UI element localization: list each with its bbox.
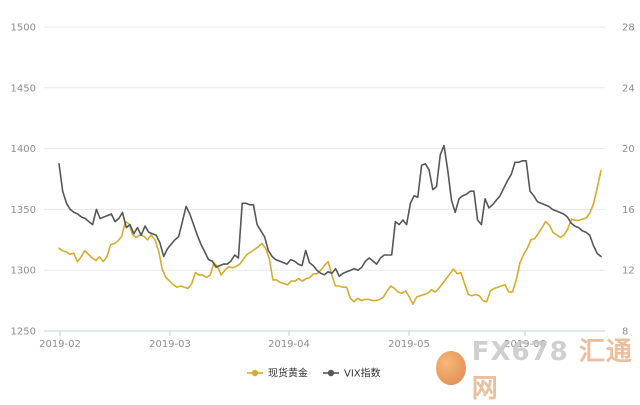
right-tick-label: 24 [622,83,635,94]
left-tick-label: 1300 [11,266,36,277]
series-lines [58,144,602,306]
watermark-text: FX678 汇通网 [472,331,636,405]
legend-label: VIX指数 [344,367,381,380]
x-tick-label: 2019-06 [504,339,546,350]
series-line-0 [58,169,602,306]
x-tick-label: 2019-02 [39,339,81,350]
x-tick-label: 2019-05 [388,339,430,350]
left-tick-label: 1250 [11,327,36,338]
legend: 现货黄金 VIX指数 [247,367,381,380]
right-tick-label: 16 [622,205,635,216]
right-tick-label: 12 [622,266,635,277]
right-tick-label: 8 [622,327,628,338]
right-axis-ticks: 28 24 20 16 12 8 [622,23,635,338]
right-tick-label: 20 [622,144,635,155]
left-tick-label: 1350 [11,205,36,216]
left-tick-label: 1400 [11,144,36,155]
left-tick-label: 1450 [11,83,36,94]
x-axis: 2019-02 2019-03 2019-04 2019-05 2019-06 [39,330,605,350]
legend-label: 现货黄金 [268,367,308,380]
fx678-watermark: FX678 汇通网 [436,337,636,404]
right-tick-label: 28 [622,23,635,34]
x-tick-label: 2019-03 [149,339,191,350]
gridlines [44,26,605,271]
watermark-cn: 汇通网 [471,337,633,404]
legend-swatch-marker [251,369,259,377]
watermark-latin: FX678 [471,337,569,367]
left-axis-ticks: 1500 1450 1400 1350 1300 1250 [11,23,36,338]
left-tick-label: 1500 [11,23,36,34]
fx678-logo-icon [436,351,466,385]
legend-swatch-marker [327,369,335,377]
x-tick-label: 2019-04 [268,339,310,350]
series-line-1 [58,144,602,278]
